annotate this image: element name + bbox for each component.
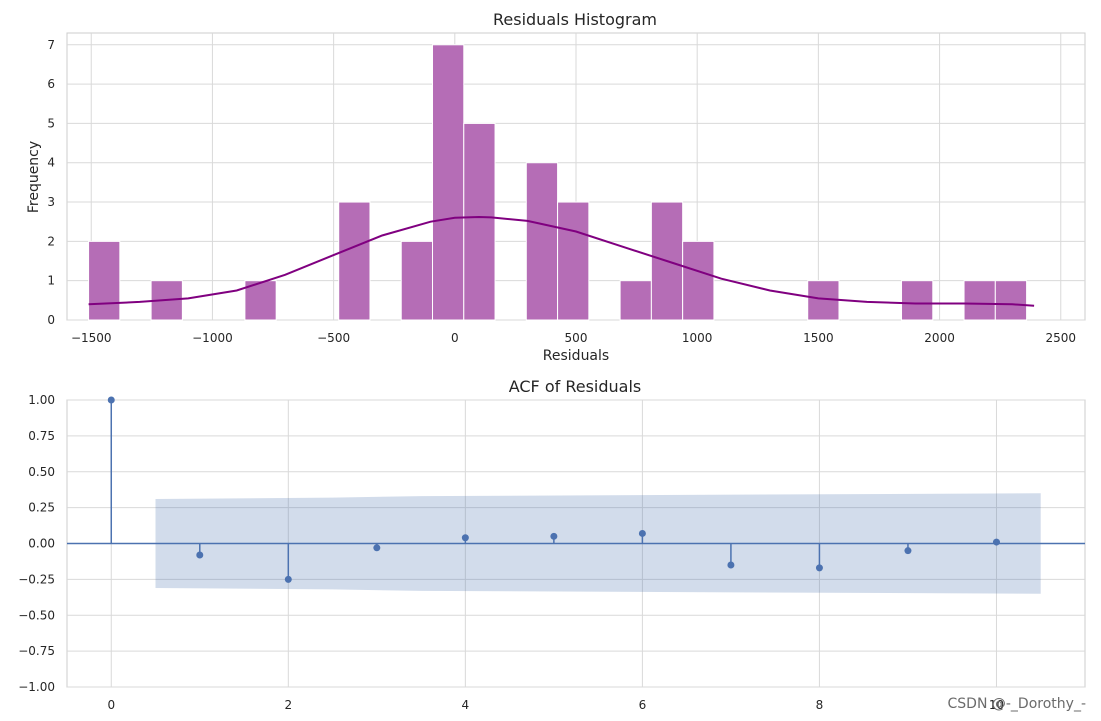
acf-title: ACF of Residuals — [509, 377, 642, 396]
acf-y-ticks: 1.00 0.75 0.50 0.25 0.00 −0.25 −0.50 −0.75 −1.00 — [18, 393, 55, 694]
histogram-title: Residuals Histogram — [493, 10, 657, 29]
histogram-x-label: Residuals — [543, 348, 609, 364]
acf-point — [992, 538, 1000, 546]
histogram-x-tick-label: −1500 — [71, 331, 112, 345]
acf-point — [727, 561, 735, 569]
histogram-x-tick-label: −1000 — [192, 331, 233, 345]
histogram-bar — [88, 240, 121, 321]
acf-y-tick-label: −1.00 — [18, 680, 55, 694]
acf-point — [904, 547, 912, 555]
histogram-y-label: Frequency — [26, 141, 42, 213]
acf-point — [196, 551, 204, 559]
acf-x-tick-label: 10 — [989, 698, 1004, 712]
histogram-y-tick-label: 3 — [47, 195, 55, 209]
histogram-bars — [88, 44, 1028, 321]
acf-point — [373, 544, 381, 552]
acf-grid — [67, 399, 1085, 688]
acf-x-tick-label: 0 — [107, 698, 115, 712]
histogram-bar — [682, 240, 715, 321]
histogram-x-tick-label: 2000 — [924, 331, 955, 345]
histogram-bar — [338, 201, 371, 321]
histogram-x-tick-label: 2500 — [1045, 331, 1076, 345]
histogram-bar — [432, 44, 465, 321]
acf-x-ticks: 0 2 4 6 8 10 — [107, 698, 1004, 712]
acf-y-tick-label: −0.75 — [18, 644, 55, 658]
acf-chart: ACF of Residuals 0 2 4 6 8 10 1.00 0.75 0.50 0.2… — [18, 377, 1086, 712]
histogram-x-tick-label: 1000 — [682, 331, 713, 345]
histogram-bar — [400, 240, 434, 321]
histogram-x-tick-label: 0 — [451, 331, 459, 345]
histogram-x-tick-label: 1500 — [803, 331, 834, 345]
histogram-x-tick-label: −500 — [317, 331, 350, 345]
histogram-y-tick-label: 7 — [47, 38, 55, 52]
histogram-y-ticks: 0 1 2 3 4 5 6 7 — [47, 38, 55, 327]
histogram-bar — [619, 280, 652, 321]
acf-y-tick-label: −0.25 — [18, 572, 55, 586]
histogram-bar — [557, 201, 590, 321]
acf-x-tick-label: 8 — [816, 698, 824, 712]
histogram-y-tick-label: 2 — [47, 234, 55, 248]
acf-point — [815, 564, 823, 572]
histogram-bar — [901, 280, 934, 321]
histogram-bar — [244, 280, 277, 321]
acf-y-tick-label: 1.00 — [28, 393, 55, 407]
histogram-chart: Residuals Histogram −1500 −1000 −500 0 500 10… — [26, 10, 1086, 364]
acf-point — [550, 532, 558, 540]
acf-y-tick-label: 0.75 — [28, 429, 55, 443]
acf-y-tick-label: 0.25 — [28, 501, 55, 515]
histogram-x-ticks: −1500 −1000 −500 0 500 1000 1500 2000 2500 — [71, 331, 1076, 345]
acf-x-tick-label: 4 — [462, 698, 470, 712]
acf-point — [107, 396, 115, 404]
histogram-bar — [525, 162, 559, 321]
histogram-kde-line — [88, 215, 1035, 307]
histogram-y-tick-label: 1 — [47, 274, 55, 288]
acf-x-tick-label: 2 — [284, 698, 292, 712]
acf-point — [461, 534, 469, 542]
acf-stems — [107, 396, 1000, 583]
watermark: CSDN @-_Dorothy_- — [948, 696, 1086, 712]
acf-y-tick-label: −0.50 — [18, 608, 55, 622]
histogram-bar — [463, 122, 496, 321]
acf-point — [638, 529, 646, 537]
acf-y-tick-label: 0.00 — [28, 537, 55, 551]
histogram-y-tick-label: 5 — [47, 116, 55, 130]
histogram-x-tick-label: 500 — [565, 331, 588, 345]
histogram-y-tick-label: 4 — [47, 156, 55, 170]
histogram-bar — [963, 280, 996, 321]
histogram-y-tick-label: 0 — [47, 313, 55, 327]
acf-x-tick-label: 6 — [639, 698, 647, 712]
histogram-bar — [994, 280, 1028, 321]
acf-point — [284, 575, 292, 583]
histogram-y-tick-label: 6 — [47, 77, 55, 91]
acf-y-tick-label: 0.50 — [28, 465, 55, 479]
